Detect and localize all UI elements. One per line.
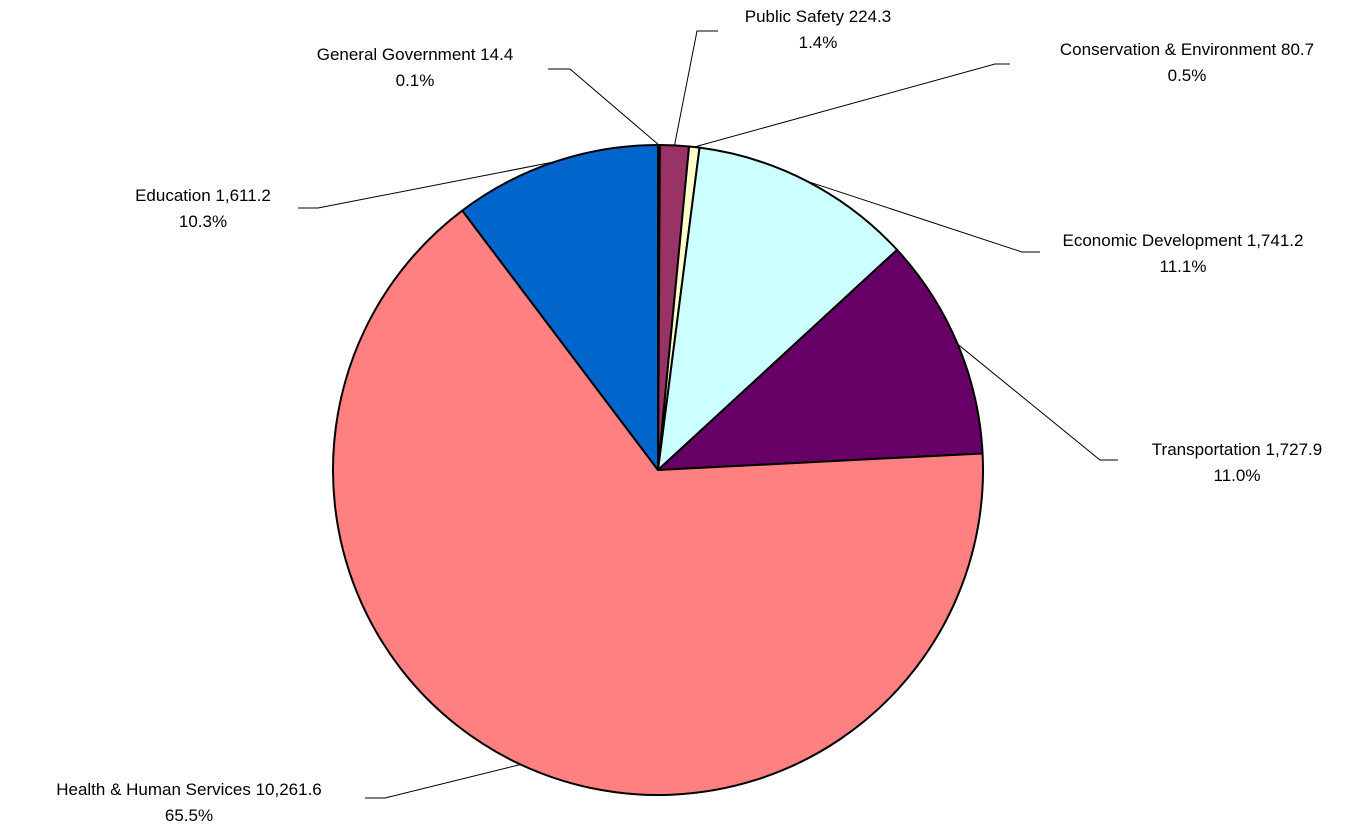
- leader-line-conservation-and-environment: [694, 63, 1010, 148]
- pie-slices: [332, 144, 984, 796]
- leader-line-health-and-human-services: [365, 764, 521, 799]
- slice-label-health-and-human-services: Health & Human Services 10,261.6: [56, 780, 322, 799]
- slice-percent-health-and-human-services: 65.5%: [165, 806, 213, 825]
- slice-label-public-safety: Public Safety 224.3: [745, 7, 891, 26]
- leader-lines: [298, 30, 1118, 799]
- leader-line-economic-development: [807, 180, 1040, 253]
- leader-line-public-safety: [674, 30, 718, 146]
- slice-labels: General Government 14.4 0.1% Public Safety…: [56, 7, 1322, 825]
- slice-label-economic-development: Economic Development 1,741.2: [1063, 231, 1304, 250]
- slice-percent-transportation: 11.0%: [1214, 466, 1261, 485]
- slice-percent-economic-development: 11.1%: [1160, 257, 1207, 276]
- slice-percent-education: 10.3%: [179, 212, 227, 231]
- leader-line-transportation: [957, 343, 1118, 461]
- slice-label-transportation: Transportation 1,727.9: [1152, 440, 1322, 459]
- slice-percent-public-safety: 1.4%: [799, 33, 838, 52]
- leader-line-general-government: [548, 68, 660, 146]
- slice-label-conservation-and-environment: Conservation & Environment 80.7: [1060, 40, 1314, 59]
- slice-label-general-government: General Government 14.4: [317, 45, 514, 64]
- pie-slice-health-and-human-services: [332, 209, 984, 796]
- pie-slice-transportation: [657, 248, 984, 471]
- leader-line-education: [298, 161, 555, 209]
- slice-percent-general-government: 0.1%: [396, 71, 435, 90]
- slice-percent-conservation-and-environment: 0.5%: [1168, 66, 1207, 85]
- slice-label-education: Education 1,611.2: [135, 186, 271, 205]
